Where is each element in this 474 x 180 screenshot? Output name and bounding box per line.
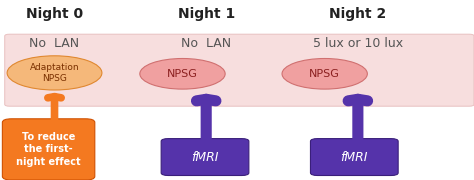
Text: No  LAN: No LAN bbox=[29, 37, 80, 50]
Text: Night 1: Night 1 bbox=[178, 7, 235, 21]
Text: fMRI: fMRI bbox=[340, 150, 368, 164]
Text: NPSG: NPSG bbox=[309, 69, 340, 79]
Text: No  LAN: No LAN bbox=[181, 37, 231, 50]
FancyBboxPatch shape bbox=[310, 139, 398, 176]
FancyBboxPatch shape bbox=[161, 139, 249, 176]
FancyBboxPatch shape bbox=[2, 119, 95, 180]
Text: Night 2: Night 2 bbox=[329, 7, 386, 21]
FancyBboxPatch shape bbox=[5, 34, 474, 106]
Text: 5 lux or 10 lux: 5 lux or 10 lux bbox=[313, 37, 403, 50]
Text: NPSG: NPSG bbox=[167, 69, 198, 79]
Ellipse shape bbox=[140, 58, 225, 89]
Text: Adaptation
NPSG: Adaptation NPSG bbox=[30, 63, 79, 83]
Text: To reduce
the first-
night effect: To reduce the first- night effect bbox=[16, 132, 81, 167]
Ellipse shape bbox=[7, 56, 102, 90]
Ellipse shape bbox=[282, 58, 367, 89]
Text: fMRI: fMRI bbox=[191, 150, 219, 164]
Text: Night 0: Night 0 bbox=[26, 7, 83, 21]
